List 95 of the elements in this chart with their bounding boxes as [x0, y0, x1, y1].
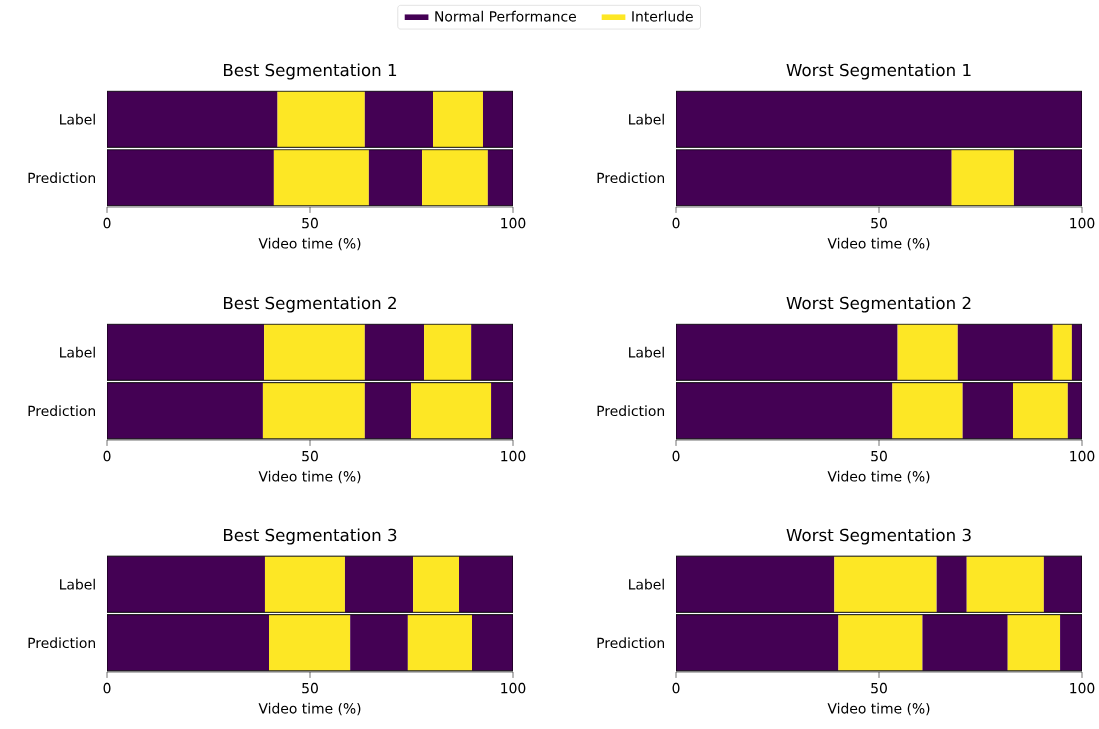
- bar: [676, 324, 898, 381]
- bar: [838, 614, 923, 671]
- chart-title: Best Segmentation 2: [224, 296, 396, 313]
- bar: [413, 556, 460, 613]
- bar: [107, 91, 278, 148]
- chart-title: Best Segmentation 3: [224, 528, 397, 545]
- bar: [676, 382, 893, 439]
- bar: [1052, 324, 1072, 381]
- bar: [936, 556, 967, 613]
- bar: [350, 614, 408, 671]
- y-tick-label: Label: [629, 578, 664, 590]
- bar: [433, 91, 483, 148]
- bar: [107, 556, 265, 613]
- bar: [676, 556, 835, 613]
- x-tick-label: 100: [1070, 217, 1095, 229]
- x-axis-title: Video time (%): [258, 237, 361, 251]
- y-tick-label: Label: [629, 113, 664, 125]
- y-tick-label: Prediction: [28, 637, 95, 649]
- bar: [107, 324, 265, 381]
- bar: [472, 614, 513, 671]
- bar: [407, 614, 472, 671]
- x-tick-label: 50: [871, 217, 887, 229]
- bar: [1067, 382, 1083, 439]
- bar: [264, 324, 365, 381]
- bar: [424, 324, 472, 381]
- x-tick-label: 100: [501, 682, 526, 694]
- y-tick-label: Label: [60, 578, 95, 590]
- bar: [471, 324, 513, 381]
- bar: [107, 614, 269, 671]
- bar: [951, 149, 1014, 206]
- bar: [411, 382, 492, 439]
- bar: [676, 614, 839, 671]
- x-axis-title: Video time (%): [258, 470, 361, 484]
- bar: [966, 556, 1044, 613]
- bar: [1060, 614, 1083, 671]
- y-tick-label: Label: [629, 346, 664, 358]
- bar: [834, 556, 937, 613]
- chart-title: Best Segmentation 1: [224, 63, 397, 80]
- bar: [491, 382, 513, 439]
- bar: [1007, 614, 1061, 671]
- bar: [364, 324, 425, 381]
- x-tick-label: 100: [1070, 682, 1095, 694]
- x-axis-title: Video time (%): [258, 702, 361, 716]
- y-tick-label: Prediction: [28, 405, 95, 417]
- chart-title: Worst Segmentation 2: [786, 296, 971, 313]
- bar: [364, 91, 434, 148]
- x-tick-label: 0: [672, 682, 680, 694]
- x-tick-label: 0: [672, 450, 680, 462]
- bar: [1012, 382, 1068, 439]
- x-tick-label: 50: [302, 682, 318, 694]
- bar: [962, 382, 1013, 439]
- bar: [482, 91, 513, 148]
- y-tick-label: Prediction: [597, 172, 665, 184]
- bar: [922, 614, 1008, 671]
- chart-title: Worst Segmentation 1: [786, 63, 971, 80]
- x-axis-title: Video time (%): [827, 702, 930, 716]
- bar: [1013, 149, 1083, 206]
- bar: [264, 556, 345, 613]
- bar: [269, 614, 351, 671]
- legend-label: Interlude: [632, 10, 693, 22]
- x-axis-title: Video time (%): [827, 470, 930, 484]
- bar: [107, 382, 263, 439]
- x-tick-label: 100: [501, 217, 526, 229]
- y-tick-label: Prediction: [597, 405, 665, 417]
- bar: [277, 91, 365, 148]
- y-tick-label: Prediction: [28, 172, 95, 184]
- x-tick-label: 0: [103, 450, 111, 462]
- chart-title: Worst Segmentation 3: [786, 528, 971, 545]
- y-tick-label: Prediction: [597, 637, 665, 649]
- bar: [487, 149, 513, 206]
- x-tick-label: 100: [1070, 450, 1095, 462]
- x-tick-label: 0: [672, 217, 680, 229]
- x-tick-label: 50: [871, 682, 887, 694]
- bar: [364, 382, 412, 439]
- bar: [344, 556, 414, 613]
- bar: [422, 149, 488, 206]
- bar: [957, 324, 1053, 381]
- x-tick-label: 50: [302, 217, 318, 229]
- y-tick-label: Label: [60, 113, 95, 125]
- bar: [262, 382, 365, 439]
- legend-label: Normal Performance: [435, 10, 576, 22]
- bar: [459, 556, 513, 613]
- x-tick-label: 0: [103, 682, 111, 694]
- x-tick-label: 0: [103, 217, 111, 229]
- bar: [892, 382, 963, 439]
- x-tick-label: 50: [302, 450, 318, 462]
- bar: [273, 149, 369, 206]
- bar: [368, 149, 423, 206]
- bar: [897, 324, 958, 381]
- x-axis-title: Video time (%): [827, 237, 930, 251]
- bar: [1043, 556, 1083, 613]
- x-tick-label: 100: [501, 450, 526, 462]
- bar: [107, 149, 274, 206]
- x-tick-label: 50: [871, 450, 887, 462]
- y-tick-label: Label: [60, 346, 95, 358]
